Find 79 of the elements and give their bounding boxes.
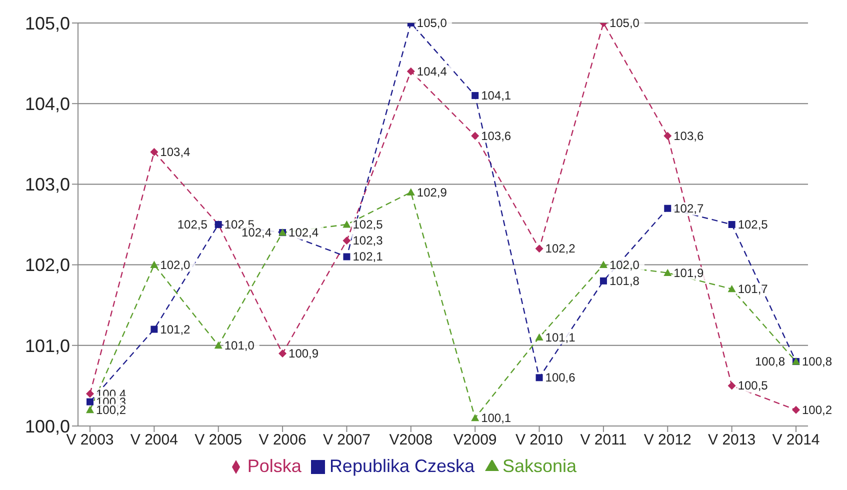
data-label: 102,5 <box>352 218 384 232</box>
x-tick-label: V 2010 <box>516 432 564 449</box>
y-tick-label: 105,0 <box>24 13 70 34</box>
x-tick-label: V 2013 <box>708 432 756 449</box>
data-label: 105,0 <box>416 16 448 30</box>
data-label: 102,1 <box>352 250 384 264</box>
data-label: 103,6 <box>674 128 704 143</box>
data-label: 100,1 <box>481 410 512 425</box>
data-label: 104,4 <box>416 64 448 78</box>
data-label: 103,6 <box>481 128 512 143</box>
data-label: 102,4 <box>288 226 319 240</box>
x-tick-label: V 2004 <box>130 432 178 449</box>
data-label: 100,8 <box>802 354 832 369</box>
data-label: 102,0 <box>160 258 191 272</box>
data-label: 102,5 <box>738 218 768 232</box>
data-label: 100,9 <box>288 346 319 360</box>
data-label: 100,8 <box>755 354 786 369</box>
x-tick-label: V2009 <box>453 432 497 449</box>
data-label: 102,0 <box>609 258 640 272</box>
point <box>278 349 287 358</box>
point <box>600 277 607 284</box>
data-label: 105,0 <box>609 16 640 30</box>
data-label: 102,5 <box>177 218 208 232</box>
legend-label: Saksonia <box>502 456 577 476</box>
point <box>406 188 415 196</box>
data-label: 100,2 <box>802 402 832 417</box>
point <box>664 132 672 140</box>
y-tick-label: 103,0 <box>24 174 70 195</box>
data-label: 104,1 <box>481 88 512 103</box>
point <box>664 204 672 212</box>
point <box>599 260 608 268</box>
x-tick-label: V 2014 <box>772 432 820 449</box>
data-label: 101,8 <box>609 274 640 288</box>
point <box>536 374 543 382</box>
x-tick-label: V 2007 <box>322 432 370 449</box>
data-label: 100,5 <box>738 378 768 393</box>
point <box>664 268 672 276</box>
x-tick-label: V2008 <box>389 432 433 449</box>
data-label: 101,9 <box>674 266 704 280</box>
data-label: 101,0 <box>224 338 255 352</box>
data-label: 102,9 <box>416 185 448 200</box>
data-label: 102,7 <box>674 201 704 216</box>
x-tick-label: V 2012 <box>644 432 692 449</box>
data-label: 101,1 <box>545 330 576 344</box>
point <box>214 341 222 349</box>
point <box>728 284 736 292</box>
point <box>471 414 480 422</box>
point <box>472 92 479 100</box>
point <box>150 260 158 268</box>
point <box>86 406 94 414</box>
point <box>535 333 544 341</box>
point <box>728 221 736 228</box>
x-tick-label: V 2011 <box>580 432 627 449</box>
legend-label: Republika Czeska <box>329 456 475 476</box>
data-label: 103,4 <box>160 144 191 159</box>
point <box>535 244 544 253</box>
data-label: 100,4 <box>96 386 126 401</box>
point <box>342 220 351 228</box>
legend-label: Polska <box>247 456 302 476</box>
y-tick-label: 102,0 <box>24 255 70 276</box>
point <box>343 253 350 260</box>
x-tick-label: V 2006 <box>258 432 306 449</box>
point <box>728 382 736 390</box>
point <box>406 67 415 76</box>
point <box>471 132 480 140</box>
data-label: 101,7 <box>738 282 768 296</box>
data-label: 102,2 <box>545 242 576 256</box>
data-label: 101,2 <box>160 322 191 336</box>
x-tick-label: V 2005 <box>194 432 242 449</box>
point <box>150 326 158 333</box>
point <box>86 398 94 406</box>
data-label: 102,3 <box>352 234 384 248</box>
point <box>150 148 158 156</box>
point <box>342 236 351 245</box>
y-tick-label: 104,0 <box>24 94 70 114</box>
y-tick-label: 101,0 <box>24 336 70 356</box>
data-label: 100,6 <box>545 370 576 385</box>
point <box>86 390 94 398</box>
point <box>792 406 800 414</box>
